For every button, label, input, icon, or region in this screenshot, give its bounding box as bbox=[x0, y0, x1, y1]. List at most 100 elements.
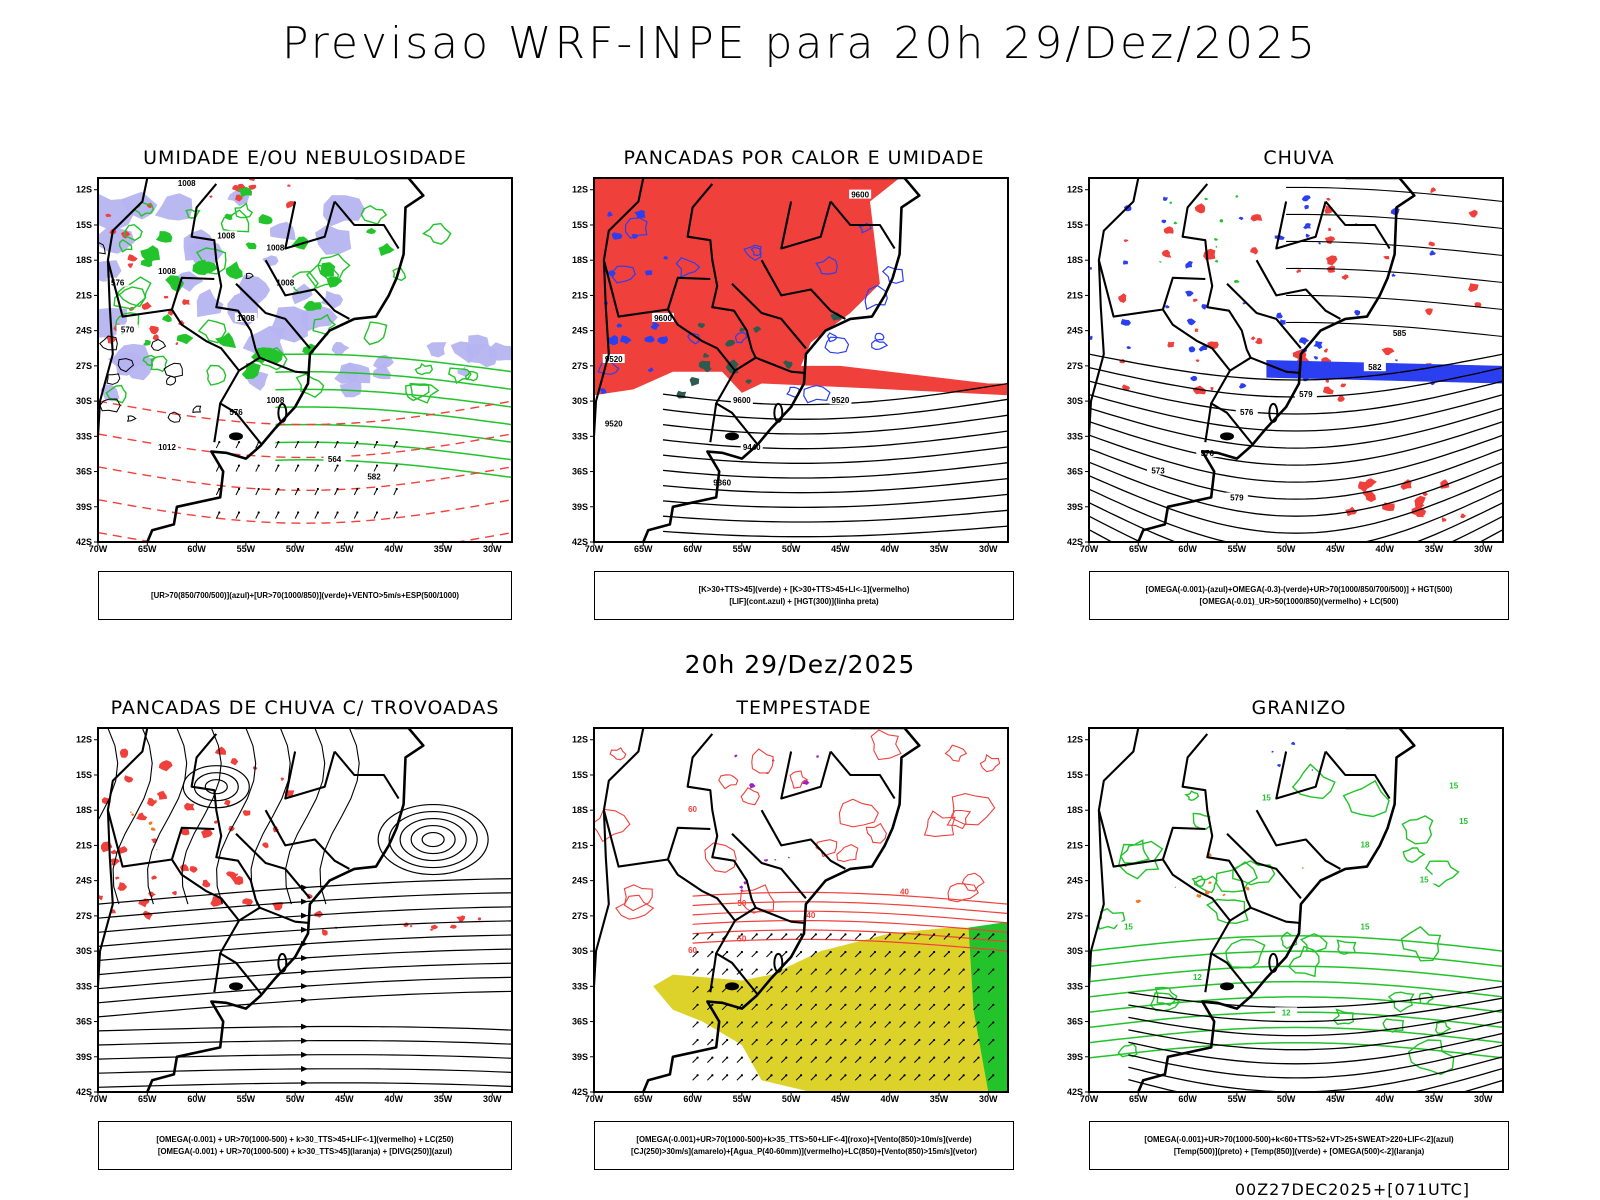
wind-vector-head bbox=[962, 1074, 965, 1077]
shaded-area bbox=[1235, 195, 1239, 198]
map-umidade: 1008100810081008100810081008101257657657… bbox=[76, 177, 513, 554]
shaded-area bbox=[158, 760, 173, 772]
country-border bbox=[264, 259, 350, 320]
contour-label: 15 bbox=[1262, 793, 1271, 802]
wind-vector bbox=[736, 1074, 743, 1081]
wind-vector bbox=[780, 1074, 787, 1081]
wind-vector bbox=[854, 1074, 861, 1081]
wind-vector bbox=[973, 1039, 979, 1046]
wind-vector-head bbox=[799, 968, 803, 971]
shaded-area bbox=[172, 890, 177, 896]
wind-vector bbox=[973, 1074, 979, 1081]
wind-vector bbox=[958, 1074, 965, 1081]
shaded-area bbox=[140, 245, 160, 261]
wind-vector bbox=[334, 465, 339, 472]
contour-line bbox=[1089, 1041, 1503, 1059]
lon-tick-label: 65W bbox=[634, 1094, 653, 1104]
country-border bbox=[264, 809, 350, 870]
shaded-area bbox=[151, 875, 157, 880]
legend-line: [Temp(500)](preto) + [Temp(850)](verde) … bbox=[1173, 1146, 1425, 1156]
run-info-footer: 00Z27DEC2025+[071UTC] bbox=[1234, 1180, 1470, 1199]
wind-vector-head bbox=[992, 1056, 995, 1059]
temp850-contour bbox=[1382, 1018, 1404, 1033]
closed-contour bbox=[399, 817, 467, 862]
wind-vector-head bbox=[726, 968, 729, 971]
contour-label: 576 bbox=[1240, 408, 1254, 417]
lon-tick-label: 70W bbox=[89, 544, 108, 554]
temp850-contour bbox=[1387, 991, 1415, 1013]
wind-vector-head bbox=[962, 968, 965, 971]
lat-tick-label: 36S bbox=[572, 467, 588, 477]
wind-vector-head bbox=[888, 968, 891, 971]
temp850-contour bbox=[1232, 860, 1276, 886]
humidity-contour bbox=[118, 239, 133, 253]
shaded-area bbox=[339, 379, 362, 398]
shaded-area bbox=[1364, 478, 1377, 487]
lon-tick-label: 60W bbox=[683, 544, 702, 554]
shaded-area bbox=[1311, 769, 1314, 771]
country-border bbox=[780, 751, 832, 800]
shaded-area bbox=[1215, 245, 1218, 248]
lc850-contour bbox=[946, 809, 972, 830]
wind-vector bbox=[914, 1039, 920, 1046]
shaded-area bbox=[319, 262, 336, 277]
wind-vector-head bbox=[297, 440, 300, 444]
lc850-contour bbox=[836, 843, 859, 863]
shaded-area bbox=[1313, 340, 1323, 350]
thickness-contour bbox=[117, 358, 134, 373]
wind-vector bbox=[943, 1004, 950, 1011]
streamline bbox=[319, 728, 360, 905]
wind-vector-head bbox=[257, 464, 260, 467]
wind-vector bbox=[334, 512, 339, 519]
wind-vector-head bbox=[844, 1056, 847, 1059]
wind-vector bbox=[215, 488, 220, 496]
shaded-area bbox=[1214, 259, 1219, 263]
wind-vector-head bbox=[933, 1074, 936, 1077]
shaded-area bbox=[449, 924, 457, 929]
lagoon-outline bbox=[277, 402, 288, 423]
map-frame bbox=[97, 177, 513, 543]
map-frame bbox=[1088, 177, 1504, 543]
wind-vector-head bbox=[316, 487, 319, 491]
shaded-area bbox=[315, 224, 352, 255]
shaded-area bbox=[1186, 318, 1196, 326]
lat-tick-label: 39S bbox=[572, 1052, 588, 1062]
lon-tick-label: 40W bbox=[1375, 544, 1394, 554]
streamline-arrow bbox=[301, 969, 308, 976]
country-border bbox=[594, 260, 610, 447]
wind-vector bbox=[810, 951, 817, 958]
wind-vector-head bbox=[977, 950, 980, 954]
wind-vector-head bbox=[992, 1003, 995, 1006]
lc850-contour bbox=[815, 839, 838, 858]
shaded-area bbox=[1121, 384, 1131, 391]
wind-vector bbox=[314, 488, 319, 496]
lake-mark bbox=[725, 432, 739, 441]
humidity-contour bbox=[405, 383, 430, 402]
wind-vector-head bbox=[711, 933, 714, 936]
shaded-area bbox=[753, 326, 762, 333]
shaded-area bbox=[600, 388, 607, 394]
label-bg bbox=[234, 312, 257, 322]
lat-tick-label: 27S bbox=[76, 911, 92, 921]
lat-tick-label: 15S bbox=[76, 220, 92, 230]
shaded-area bbox=[1394, 359, 1398, 362]
shaded-area bbox=[1126, 346, 1132, 350]
wind-vector bbox=[795, 1004, 802, 1011]
label-bg bbox=[849, 189, 872, 199]
wind-vector bbox=[928, 951, 935, 958]
wind-vector-head bbox=[844, 1038, 847, 1042]
shaded-area bbox=[213, 820, 219, 824]
lat-tick-label: 15S bbox=[1067, 770, 1083, 780]
wind-vector-head bbox=[711, 1003, 714, 1006]
wind-vector bbox=[928, 969, 935, 975]
lat-tick-label: 39S bbox=[1067, 502, 1083, 512]
wind-vector bbox=[766, 1074, 772, 1081]
map-content bbox=[98, 728, 512, 1092]
wind-vector-head bbox=[277, 440, 280, 444]
wind-vector bbox=[294, 512, 299, 519]
wind-vector bbox=[854, 1057, 861, 1063]
country-border bbox=[333, 200, 400, 250]
lon-tick-label: 40W bbox=[880, 544, 899, 554]
wind-vector bbox=[973, 934, 979, 940]
wind-vector-head bbox=[395, 487, 398, 491]
